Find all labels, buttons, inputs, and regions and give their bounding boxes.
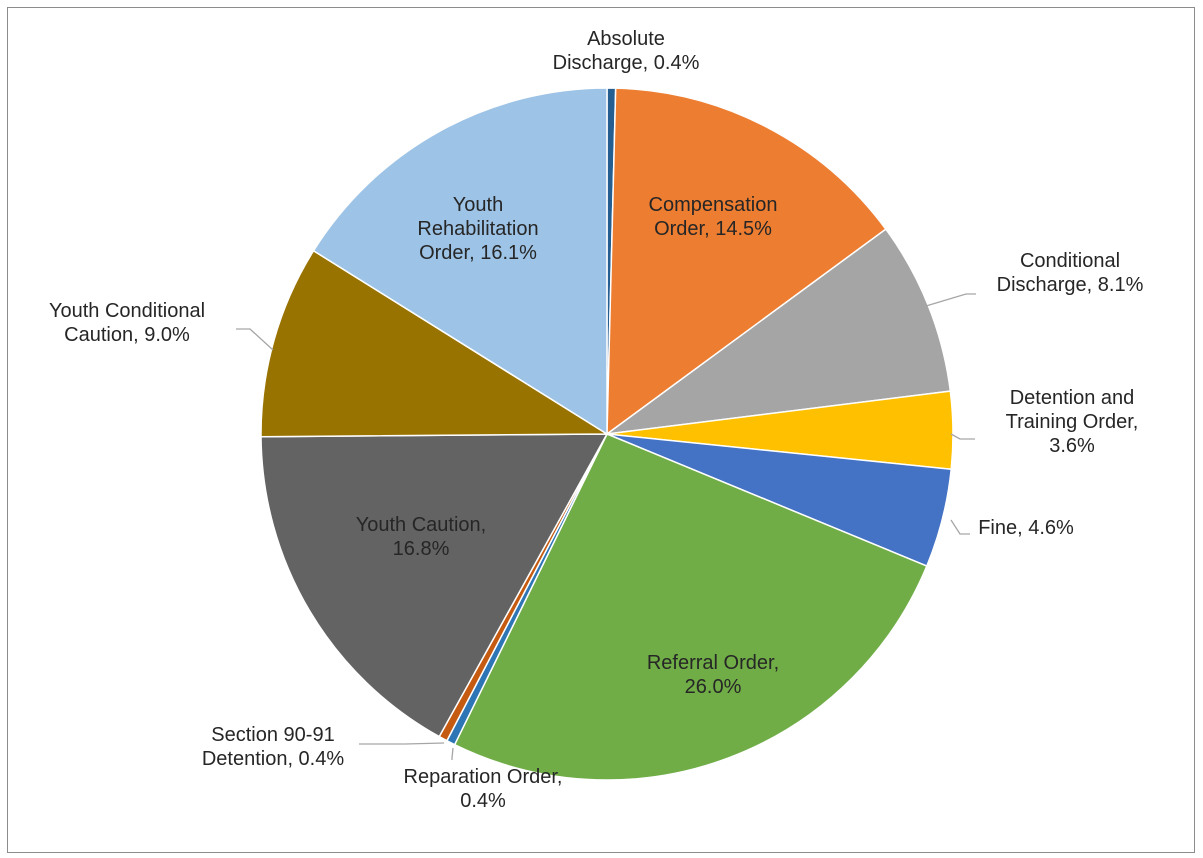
leader-line	[925, 293, 976, 307]
leader-line	[359, 742, 445, 745]
data-label-line: Rehabilitation	[417, 218, 538, 240]
pie-slice-referral-order	[453, 433, 928, 781]
data-label: Youth Rehabilitation Order, 16.1%	[417, 194, 538, 264]
pie-slice-youth-rehabilitation-order	[312, 87, 608, 436]
leader-line	[451, 747, 454, 760]
data-label-line: Caution, 9.0%	[64, 324, 190, 346]
data-label: Youth Caution, 16.8%	[356, 514, 486, 560]
data-label-line: Compensation	[649, 194, 778, 216]
leader-line	[236, 328, 274, 351]
data-label-line: Youth	[453, 194, 503, 216]
data-label-line: 16.8%	[393, 538, 450, 560]
data-label-line: Section 90-91	[211, 724, 334, 746]
data-label-line: Fine, 4.6%	[978, 517, 1074, 539]
pie-slice-conditional-discharge	[604, 228, 952, 436]
data-label: Reparation Order, 0.4%	[404, 766, 563, 812]
data-label-line: Youth Caution,	[356, 514, 486, 536]
data-label-line: Detention, 0.4%	[202, 748, 345, 770]
data-label-line: Order, 14.5%	[654, 218, 772, 240]
data-label-line: 26.0%	[685, 676, 742, 698]
pie-slice-compensation-order	[606, 87, 887, 436]
data-label: Referral Order, 26.0%	[647, 652, 779, 698]
data-label: Absolute Discharge, 0.4%	[553, 28, 700, 74]
data-label-line: Training Order,	[1006, 411, 1139, 433]
data-label-line: Discharge, 0.4%	[553, 52, 700, 74]
data-label: Youth Conditional Caution, 9.0%	[49, 300, 205, 346]
data-label-line: Absolute	[587, 28, 665, 50]
data-label: Conditional Discharge, 8.1%	[997, 250, 1144, 296]
data-label-line: 3.6%	[1049, 435, 1095, 457]
data-label: Compensation Order, 14.5%	[649, 194, 778, 240]
leader-line	[950, 519, 970, 535]
data-label-line: Order, 16.1%	[419, 242, 537, 264]
data-label-line: Conditional	[1020, 250, 1120, 272]
data-label: Fine, 4.6%	[978, 517, 1074, 539]
data-label-line: Youth Conditional	[49, 300, 205, 322]
chart-frame: Absolute Discharge, 0.4% Compensation Order…	[7, 7, 1195, 853]
data-label-line: 0.4%	[460, 790, 506, 812]
pie-slice-youth-caution	[260, 433, 609, 738]
data-label: Detention and Training Order, 3.6%	[1006, 387, 1139, 457]
leader-line	[950, 433, 975, 440]
pie-chart: Absolute Discharge, 0.4%Compensation Order…	[49, 28, 1144, 812]
pie-slice-youth-conditional-caution	[260, 249, 610, 438]
data-label-line: Detention and	[1010, 387, 1135, 409]
data-label-line: Reparation Order,	[404, 766, 563, 788]
data-label-line: Referral Order,	[647, 652, 779, 674]
data-label: Section 90-91 Detention, 0.4%	[202, 724, 345, 770]
data-label-line: Discharge, 8.1%	[997, 274, 1144, 296]
